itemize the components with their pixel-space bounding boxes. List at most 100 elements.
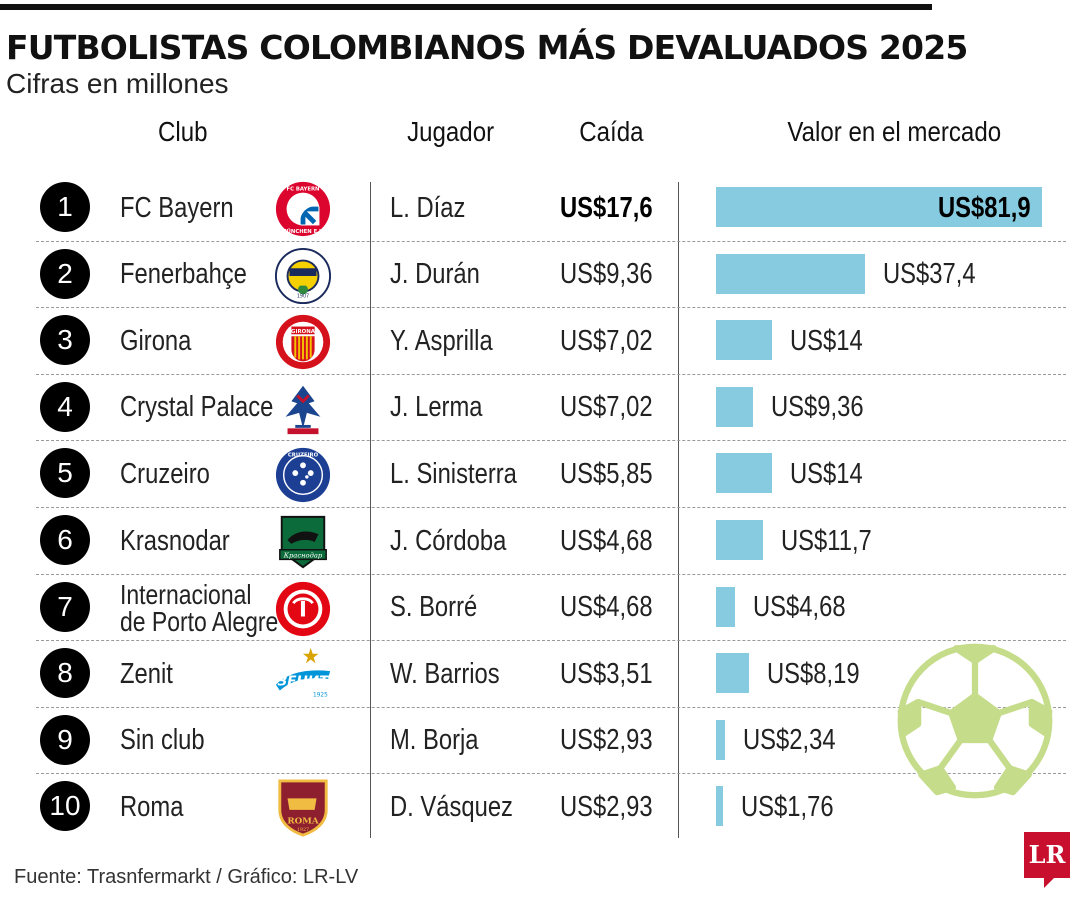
drop-value: US$4,68: [560, 591, 653, 624]
svg-text:Краснодар: Краснодар: [283, 551, 323, 559]
market-value-bar: [716, 719, 725, 760]
internacional-logo: I: [274, 580, 332, 638]
market-value-bar: [716, 586, 735, 627]
row-separator: [36, 573, 1066, 575]
svg-text:MÜNCHEN E.V.: MÜNCHEN E.V.: [281, 228, 324, 235]
club-cell: Crystal Palace: [120, 375, 307, 441]
row-separator: [36, 507, 1066, 508]
player-cell: D. Vásquez: [390, 774, 540, 840]
drop-value: US$7,02: [560, 391, 653, 424]
club-name: Fenerbahçe: [120, 258, 247, 291]
table-row: 1 FC Bayern FC BAYERN MÜNCHEN E.V. L. Díaz US…: [0, 175, 1080, 241]
row-separator: [36, 373, 1066, 375]
drop-cell: US$4,68: [560, 508, 673, 574]
zenit-logo: ЗЕНИТ 1925: [274, 646, 332, 704]
player-name: Y. Asprilla: [390, 324, 493, 357]
column-header-player: Jugador: [407, 116, 495, 147]
market-value-label: US$9,36: [771, 391, 864, 424]
club-cell: Krasnodar: [120, 508, 254, 574]
player-name: S. Borré: [390, 591, 478, 624]
rank-badge: 5: [40, 448, 90, 499]
player-name: L. Díaz: [390, 191, 466, 224]
market-value-label: US$81,9: [938, 191, 1031, 224]
market-value-bar: [716, 253, 865, 294]
svg-text:CRUZEIRO: CRUZEIRO: [288, 453, 319, 459]
player-cell: L. Díaz: [390, 175, 482, 241]
rank-badge: 6: [40, 515, 90, 565]
club-name: Zenit: [120, 657, 173, 690]
row-separator: [36, 640, 1066, 642]
table-row: 4 Crystal Palace J. Lerma US$7,02 US$9,36: [0, 373, 1080, 441]
row-separator: [36, 773, 1066, 775]
player-cell: J. Durán: [390, 242, 500, 308]
player-name: J. Lerma: [390, 391, 483, 424]
drop-cell: US$17,6: [560, 175, 673, 241]
market-value-bar: [716, 187, 1042, 227]
club-name: FC Bayern: [120, 191, 234, 224]
market-value-label: US$14: [790, 457, 863, 490]
club-name: Cruzeiro: [120, 457, 210, 490]
drop-value: US$2,93: [560, 790, 653, 823]
table-row: 3 Girona GIRONA Y. Asprilla US$7,02 US$14: [0, 307, 1080, 374]
market-value-bar: [716, 786, 723, 827]
rank-badge: 1: [40, 182, 90, 232]
player-cell: Y. Asprilla: [390, 308, 515, 374]
club-name: Crystal Palace: [120, 391, 274, 424]
club-cell: Internacional de Porto Alegre: [120, 575, 313, 641]
svg-text:1925: 1925: [313, 692, 328, 698]
row-separator: [36, 706, 1066, 708]
market-value-label: US$2,34: [743, 724, 836, 757]
player-name: W. Barrios: [390, 657, 500, 690]
svg-text:1927: 1927: [297, 828, 309, 834]
girona-logo: GIRONA: [274, 313, 332, 371]
soccer-ball-icon: [897, 643, 1053, 799]
chart-subtitle: Cifras en millones: [6, 68, 229, 99]
club-cell: Fenerbahçe: [120, 242, 275, 308]
market-value-label: US$37,4: [883, 258, 976, 291]
drop-cell: US$9,36: [560, 242, 673, 308]
player-cell: J. Córdoba: [390, 508, 532, 574]
market-value-bar: [716, 520, 763, 560]
roma-logo: ROMA 1927: [274, 779, 332, 837]
drop-cell: US$2,93: [560, 774, 673, 840]
market-value-label: US$4,68: [753, 591, 846, 624]
brand-logo-tail: [1044, 876, 1056, 888]
player-name: M. Borja: [390, 724, 479, 757]
svg-text:I: I: [299, 597, 307, 622]
rank-badge: 3: [40, 315, 90, 366]
market-value-label: US$14: [790, 324, 863, 357]
table-row: 8 Zenit ЗЕНИТ 1925 W. Barrios US$3,51 US$8,19: [0, 640, 1080, 707]
player-name: D. Vásquez: [390, 790, 513, 823]
table-row: 9 Sin club M. Borja US$2,93 US$2,34: [0, 706, 1080, 774]
player-name: J. Durán: [390, 258, 480, 291]
club-cell: Roma: [120, 774, 197, 840]
drop-value: US$9,36: [560, 258, 653, 291]
club-cell: Girona: [120, 308, 207, 374]
drop-cell: US$2,93: [560, 708, 673, 774]
club-name: Krasnodar: [120, 524, 230, 557]
market-value-label: US$1,76: [741, 790, 834, 823]
fc-bayern-logo: FC BAYERN MÜNCHEN E.V.: [274, 180, 332, 238]
column-divider: [370, 182, 371, 838]
market-value-bar: [716, 320, 772, 361]
rank-badge: 7: [40, 581, 90, 632]
column-divider: [678, 182, 679, 838]
club-cell: Sin club: [120, 708, 223, 774]
brand-logo: LR: [1024, 832, 1070, 878]
rank-badge: 10: [40, 781, 90, 832]
club-name-line: Internacional: [120, 578, 252, 610]
player-cell: W. Barrios: [390, 641, 524, 707]
club-name: Roma: [120, 790, 184, 823]
table-row: 5 Cruzeiro CRUZEIRO L. Sinisterra US$5,85 US$…: [0, 440, 1080, 507]
drop-cell: US$7,02: [560, 308, 673, 374]
table-row: 7 Internacional de Porto Alegre I S. Borré US…: [0, 573, 1080, 641]
table-row: 10 Roma ROMA 1927 D. Vásquez US$2,93 US$1,76: [0, 773, 1080, 840]
svg-text:FC BAYERN: FC BAYERN: [287, 187, 320, 193]
drop-value: US$17,6: [560, 191, 653, 224]
market-value-label: US$11,7: [781, 524, 872, 557]
krasnodar-logo: Краснодар: [274, 513, 332, 571]
chart-title: FUTBOLISTAS COLOMBIANOS MÁS DEVALUADOS 2…: [6, 28, 968, 67]
column-header-drop: Caída: [579, 116, 644, 147]
drop-cell: US$3,51: [560, 641, 673, 707]
fenerbahce-logo: 1907: [274, 247, 332, 305]
